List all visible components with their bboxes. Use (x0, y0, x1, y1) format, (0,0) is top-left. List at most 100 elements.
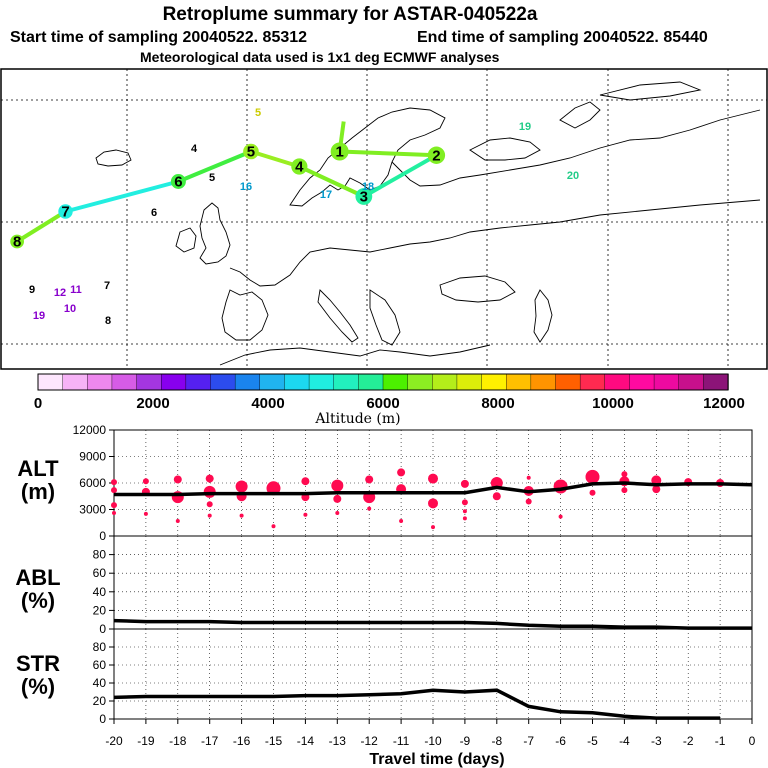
cluster-label: 4 (191, 143, 198, 155)
y-tick-label: 3000 (79, 503, 106, 517)
colorbar-swatch (407, 373, 433, 391)
x-tick-label: -9 (460, 734, 471, 748)
x-tick-label: -4 (619, 734, 630, 748)
y-tick-label: 0 (99, 622, 106, 636)
trajectory-point-label: 6 (174, 174, 182, 191)
coastlines (95, 81, 761, 366)
altitude-point (203, 485, 216, 498)
cluster-label: 8 (105, 315, 111, 327)
colorbar-swatch (234, 373, 261, 391)
altitude-point (428, 498, 438, 509)
colorbar-swatch (185, 373, 212, 391)
x-tick-label: -11 (393, 734, 410, 748)
altitude-point (235, 480, 248, 493)
colorbar-tick: 12000 (703, 395, 745, 412)
altitude-point (111, 502, 117, 509)
trajectory-segment (362, 153, 438, 199)
altitude-point (239, 513, 244, 518)
x-tick-label: -8 (491, 734, 502, 748)
trajectory-point (10, 234, 25, 249)
y-tick-label: 40 (93, 676, 107, 690)
altitude-point (431, 525, 435, 530)
colorbar-tick: 2000 (136, 395, 169, 412)
altitude-point (399, 518, 404, 523)
cluster-label: 5 (255, 107, 261, 119)
colorbar-swatch (432, 373, 458, 391)
abl-panel-label: ABL (15, 565, 60, 590)
colorbar-swatch (210, 373, 236, 391)
altitude-point (492, 492, 501, 501)
start-time-label: Start time of sampling 20040522. 85312 (10, 29, 307, 46)
x-tick-label: -3 (651, 734, 662, 748)
altitude-point (331, 479, 344, 492)
y-tick-label: 12000 (73, 423, 107, 437)
colorbar-swatch (604, 373, 631, 391)
cluster-label: 19 (519, 121, 531, 133)
altitude-point (266, 481, 281, 496)
colorbar-swatch (506, 373, 532, 391)
x-axis-title: Travel time (days) (369, 751, 504, 768)
x-tick-label: -19 (137, 734, 155, 748)
y-tick-label: 20 (93, 603, 107, 617)
trajectory-segment (64, 179, 179, 214)
y-tick-label: 0 (99, 529, 106, 543)
altitude-point (462, 509, 467, 514)
alt-panel-units: (m) (21, 479, 55, 504)
colorbar-swatch (703, 373, 729, 391)
colorbar-tick: 6000 (366, 395, 399, 412)
x-tick-label: -1 (715, 734, 726, 748)
y-tick-label: 60 (93, 566, 107, 580)
colorbar-swatch (259, 373, 286, 391)
altitude-point (112, 511, 116, 516)
cluster-label: 18 (362, 181, 374, 193)
trajectory-point-label: 1 (335, 144, 343, 161)
x-tick-label: -7 (523, 734, 534, 748)
altitude-point (526, 475, 531, 480)
cluster-label: 5 (209, 172, 215, 184)
colorbar-swatch (530, 373, 557, 391)
cluster-label: 7 (104, 280, 110, 292)
x-tick-label: -5 (587, 734, 598, 748)
y-tick-label: 80 (93, 640, 107, 654)
altitude-point (428, 473, 438, 484)
altitude-point (207, 513, 212, 518)
colorbar-swatch (37, 373, 64, 391)
x-tick-label: -14 (297, 734, 315, 748)
map-frame (0, 68, 768, 370)
colorbar-swatch (358, 373, 384, 391)
colorbar-swatch (136, 373, 162, 391)
trajectory-point-label: 4 (295, 159, 304, 176)
altitude-point (461, 499, 468, 506)
altitude-point (585, 469, 600, 484)
x-tick-label: -15 (265, 734, 283, 748)
x-tick-label: -10 (424, 734, 442, 748)
x-tick-label: 0 (749, 734, 756, 748)
colorbar-swatch (678, 373, 705, 391)
y-tick-label: 0 (99, 712, 106, 726)
colorbar-swatch (579, 373, 606, 391)
colorbar-swatch (308, 373, 335, 391)
colorbar-swatch (333, 373, 360, 391)
x-tick-label: -18 (169, 734, 187, 748)
colorbar-swatch (382, 373, 409, 391)
colorbar-swatch (284, 373, 310, 391)
trajectory-point (243, 143, 259, 160)
altitude-point (651, 475, 662, 486)
map-gridlines (1, 69, 767, 369)
altitude-point (621, 487, 628, 494)
cluster-label: 10 (64, 303, 76, 315)
colorbar-swatch (161, 373, 187, 391)
trajectory-point (427, 146, 446, 164)
colorbar-swatch (481, 373, 507, 391)
x-tick-label: -2 (683, 734, 694, 748)
cluster-label: 16 (240, 181, 252, 193)
abl-series-line (113, 618, 752, 630)
altitude-point (589, 489, 596, 496)
altitude-point (525, 498, 532, 505)
colorbar-tick: 10000 (592, 395, 634, 412)
str-panel-units: (%) (21, 674, 55, 699)
trajectory-point-label: 8 (13, 234, 21, 251)
timeseries-panels: 030006000900012000020406080020406080-20-… (15, 423, 755, 768)
altitude-point (111, 487, 117, 494)
trajectory-point (330, 142, 349, 161)
